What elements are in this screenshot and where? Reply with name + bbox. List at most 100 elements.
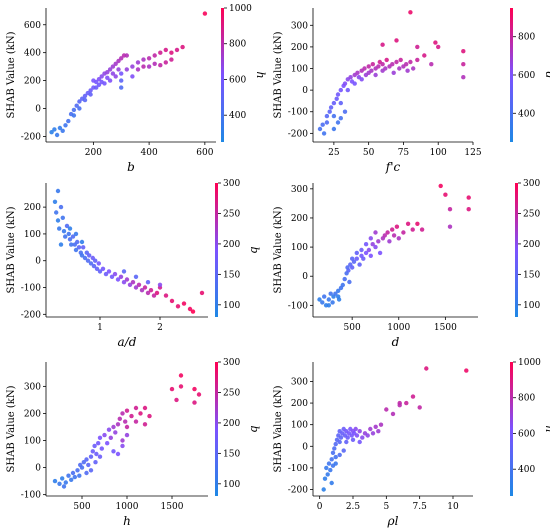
data-point [109, 274, 115, 279]
data-point [342, 109, 348, 114]
data-point [117, 416, 123, 421]
data-point [151, 293, 157, 298]
data-point [103, 271, 109, 277]
y-tick-label: 200 [24, 77, 41, 87]
data-point [370, 61, 375, 67]
data-point [94, 451, 99, 457]
data-point [390, 61, 395, 67]
colorbar [510, 8, 513, 142]
y-tick-label: 200 [291, 214, 308, 224]
data-point [73, 231, 79, 237]
data-point [390, 411, 396, 417]
data-point [404, 400, 409, 406]
y-tick-label: 0 [302, 86, 308, 96]
data-point [362, 66, 367, 71]
data-point [405, 221, 411, 226]
data-point [112, 271, 118, 277]
colorbar-tick-label: 400 [518, 465, 535, 475]
data-point [77, 473, 82, 478]
data-point [84, 470, 89, 476]
x-tick-label: 50 [363, 148, 375, 158]
data-point [178, 373, 184, 378]
data-point [124, 432, 130, 438]
x-tick-label: 125 [464, 148, 481, 158]
data-point [368, 253, 373, 258]
data-point [326, 461, 332, 466]
data-point [345, 435, 350, 440]
data-point [199, 290, 205, 296]
data-point [391, 233, 397, 238]
data-point [142, 285, 148, 290]
data-point [124, 277, 130, 282]
y-tick-label: 0 [35, 257, 41, 267]
data-point [464, 368, 469, 373]
y-tick-label: -100 [288, 108, 308, 118]
data-point [361, 256, 366, 261]
y-tick-label: 100 [24, 437, 41, 447]
data-point [443, 192, 448, 197]
y-tick-label: 600 [24, 21, 41, 31]
data-point [384, 407, 389, 412]
data-point [341, 448, 346, 453]
data-point [322, 476, 328, 481]
data-point [139, 288, 145, 293]
data-point [348, 75, 353, 80]
data-point [338, 435, 344, 440]
data-point [87, 253, 92, 258]
x-tick-label: 5 [383, 502, 389, 512]
data-point [344, 439, 349, 445]
colorbar-label: b [248, 425, 261, 432]
data-point [380, 42, 385, 47]
data-point [328, 291, 333, 296]
data-point [401, 230, 406, 235]
colorbar [510, 362, 513, 496]
data-point [359, 247, 364, 253]
data-point [121, 280, 127, 285]
x-tick-label: 400 [141, 148, 158, 158]
data-point [67, 237, 73, 242]
data-point [369, 68, 374, 73]
data-point [447, 207, 453, 212]
data-point [324, 465, 329, 471]
y-tick-label: 300 [24, 382, 41, 392]
data-point [96, 261, 102, 266]
data-point [169, 57, 174, 62]
x-tick-label: 1000 [387, 323, 410, 333]
data-point [71, 113, 77, 118]
colorbar-tick-label: 150 [223, 449, 240, 459]
data-point [79, 239, 85, 245]
data-point [54, 210, 59, 215]
data-point [322, 294, 327, 299]
colorbar-label: h [254, 71, 267, 78]
colorbar-tick-label: 250 [223, 209, 240, 219]
data-point [70, 470, 76, 476]
data-point [92, 443, 97, 449]
data-point [336, 294, 341, 299]
data-point [338, 87, 343, 93]
y-tick-label: -100 [288, 464, 308, 474]
data-point [382, 233, 387, 238]
colorbar-tick-label: 800 [229, 40, 246, 50]
x-tick-label: 75 [398, 148, 410, 158]
data-point [192, 386, 197, 392]
data-point [373, 424, 378, 429]
x-axis-label: a/d [118, 335, 137, 349]
y-tick-label: 0 [302, 442, 308, 452]
x-tick-label: 500 [73, 502, 90, 512]
data-point [332, 446, 337, 451]
colorbar-tick-label: 800 [518, 394, 535, 404]
data-point [133, 285, 139, 290]
data-point [57, 226, 62, 231]
data-point [411, 66, 416, 71]
x-tick-label: 100 [430, 148, 447, 158]
colorbar-label: d [543, 71, 550, 78]
data-point [106, 427, 112, 432]
x-tick-label: 1500 [434, 323, 457, 333]
data-point [107, 67, 113, 72]
data-point [353, 426, 358, 432]
data-point [327, 109, 332, 114]
data-point [202, 11, 208, 16]
y-tick-label: 0 [35, 464, 41, 474]
data-point [88, 261, 94, 266]
